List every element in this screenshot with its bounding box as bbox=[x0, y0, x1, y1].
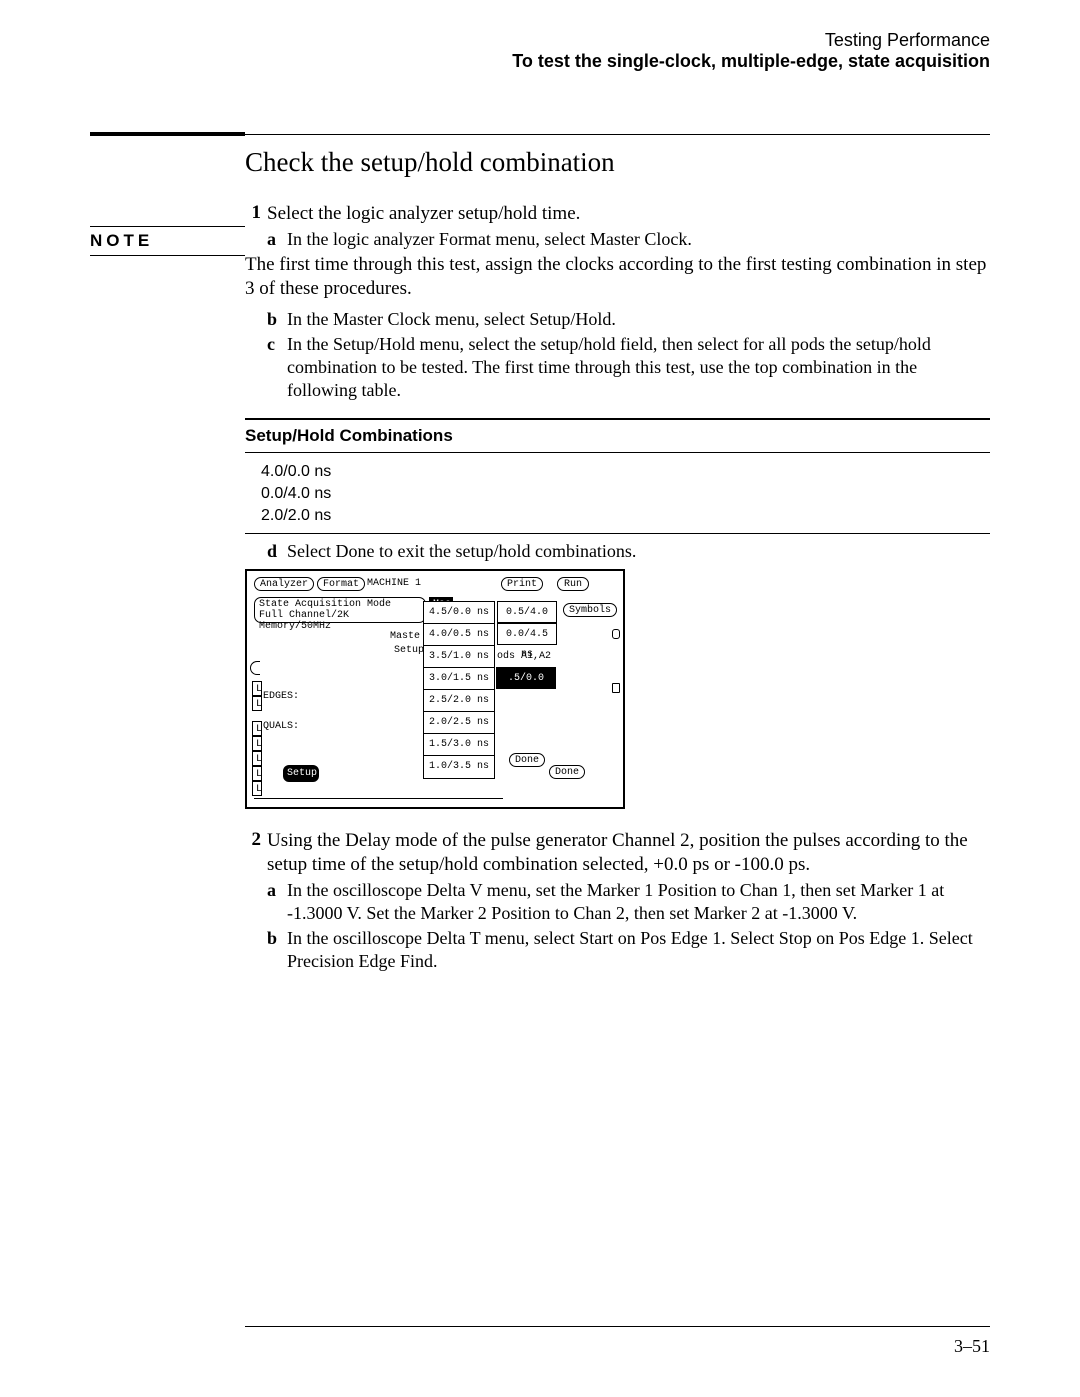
step-1d: d Select Done to exit the setup/hold com… bbox=[267, 540, 990, 563]
sub-letter: d bbox=[267, 540, 287, 563]
done-button[interactable]: Done bbox=[549, 765, 585, 779]
step-number: 2 bbox=[245, 829, 267, 877]
sub-letter: b bbox=[267, 927, 287, 973]
machine-label: MACHINE 1 bbox=[367, 578, 421, 590]
figure-baseline bbox=[254, 798, 503, 799]
setup-small-button[interactable]: Setup bbox=[283, 765, 319, 782]
analyzer-button[interactable]: Analyzer bbox=[254, 577, 314, 591]
sub-text: In the Master Clock menu, select Setup/H… bbox=[287, 308, 990, 331]
small-box: L bbox=[252, 696, 262, 711]
small-box: L bbox=[252, 681, 262, 696]
content-column: Check the setup/hold combination 1 Selec… bbox=[245, 132, 990, 975]
note-body: The first time through this test, assign… bbox=[245, 253, 990, 301]
timing-option[interactable]: 4.0/0.5 ns bbox=[424, 624, 494, 646]
combo-row: 2.0/2.0 ns bbox=[245, 505, 990, 527]
step-2: 2 Using the Delay mode of the pulse gene… bbox=[245, 829, 990, 877]
small-box: L bbox=[252, 766, 262, 781]
run-button[interactable]: Run bbox=[557, 577, 589, 591]
mode-box[interactable]: State Acquisition Mode Full Channel/2K M… bbox=[254, 597, 426, 623]
timing-option[interactable]: 0.0/4.5 ns bbox=[497, 623, 557, 645]
done-button[interactable]: Done bbox=[509, 753, 545, 767]
master-label: Maste bbox=[390, 631, 420, 643]
small-box: L bbox=[252, 736, 262, 751]
analyzer-screenshot: Analyzer Format MACHINE 1 Print Run Stat… bbox=[245, 569, 625, 809]
timing-option[interactable]: 0.5/4.0 ns bbox=[497, 601, 557, 623]
timing-option[interactable]: 3.5/1.0 ns bbox=[424, 646, 494, 668]
table-title: Setup/Hold Combinations bbox=[245, 418, 990, 453]
print-button[interactable]: Print bbox=[501, 577, 543, 591]
step-number: 1 bbox=[245, 202, 267, 226]
mode-line2: Full Channel/2K Memory/50MHz bbox=[259, 610, 349, 632]
page-number: 3–51 bbox=[954, 1336, 990, 1357]
pods-label: ods A1,A2 bbox=[497, 651, 551, 663]
note-label: NOTE bbox=[90, 226, 245, 256]
margin-column: NOTE bbox=[90, 132, 245, 975]
bracket-shape bbox=[250, 661, 260, 675]
step-1: 1 Select the logic analyzer setup/hold t… bbox=[245, 202, 990, 226]
timing-option[interactable]: 1.5/3.0 ns bbox=[424, 734, 494, 756]
small-box: L bbox=[252, 721, 262, 736]
sub-text: In the Setup/Hold menu, select the setup… bbox=[287, 333, 990, 402]
timing-option[interactable]: 3.0/1.5 ns bbox=[424, 668, 494, 690]
sub-text: In the logic analyzer Format menu, selec… bbox=[287, 228, 990, 251]
sub-letter: c bbox=[267, 333, 287, 402]
timing-option[interactable]: 1.0/3.5 ns bbox=[424, 756, 494, 778]
top-rule bbox=[245, 134, 990, 135]
step-text: Select the logic analyzer setup/hold tim… bbox=[267, 202, 990, 226]
timing-option[interactable]: 2.5/2.0 ns bbox=[424, 690, 494, 712]
header-section: To test the single-clock, multiple-edge,… bbox=[90, 51, 990, 72]
quals-label: QUALS: bbox=[263, 721, 299, 733]
scroll-marker bbox=[612, 629, 620, 639]
sub-text: Select Done to exit the setup/hold combi… bbox=[287, 540, 990, 563]
section-title: Check the setup/hold combination bbox=[245, 147, 990, 178]
step-2b: b In the oscilloscope Delta T menu, sele… bbox=[267, 927, 990, 973]
step-2a: a In the oscilloscope Delta V menu, set … bbox=[267, 879, 990, 925]
step-1c: c In the Setup/Hold menu, select the set… bbox=[267, 333, 990, 402]
timing-option[interactable]: 2.0/2.5 ns bbox=[424, 712, 494, 734]
small-box: L bbox=[252, 781, 262, 796]
sub-letter: a bbox=[267, 879, 287, 925]
scroll-marker bbox=[612, 683, 620, 693]
step-1b: b In the Master Clock menu, select Setup… bbox=[267, 308, 990, 331]
timing-selected[interactable]: .5/0.0 ns bbox=[496, 667, 556, 689]
small-box: L bbox=[252, 751, 262, 766]
sub-text: In the oscilloscope Delta V menu, set th… bbox=[287, 879, 990, 925]
header-chapter: Testing Performance bbox=[90, 30, 990, 51]
setup-label: Setup bbox=[394, 645, 424, 657]
step-1a: a In the logic analyzer Format menu, sel… bbox=[267, 228, 990, 251]
step-text: Using the Delay mode of the pulse genera… bbox=[267, 829, 990, 877]
sub-letter: b bbox=[267, 308, 287, 331]
symbols-button[interactable]: Symbols bbox=[563, 603, 617, 617]
combo-row: 0.0/4.0 ns bbox=[245, 483, 990, 505]
timing-option[interactable]: 4.5/0.0 ns bbox=[424, 602, 494, 624]
sub-text: In the oscilloscope Delta T menu, select… bbox=[287, 927, 990, 973]
mode-line1: State Acquisition Mode bbox=[259, 599, 391, 610]
edges-label: EDGES: bbox=[263, 691, 299, 703]
combination-list: 4.0/0.0 ns 0.0/4.0 ns 2.0/2.0 ns bbox=[245, 461, 990, 534]
footer-rule bbox=[245, 1326, 990, 1327]
sub-letter: a bbox=[267, 228, 287, 251]
combo-row: 4.0/0.0 ns bbox=[245, 461, 990, 483]
format-button[interactable]: Format bbox=[317, 577, 365, 591]
